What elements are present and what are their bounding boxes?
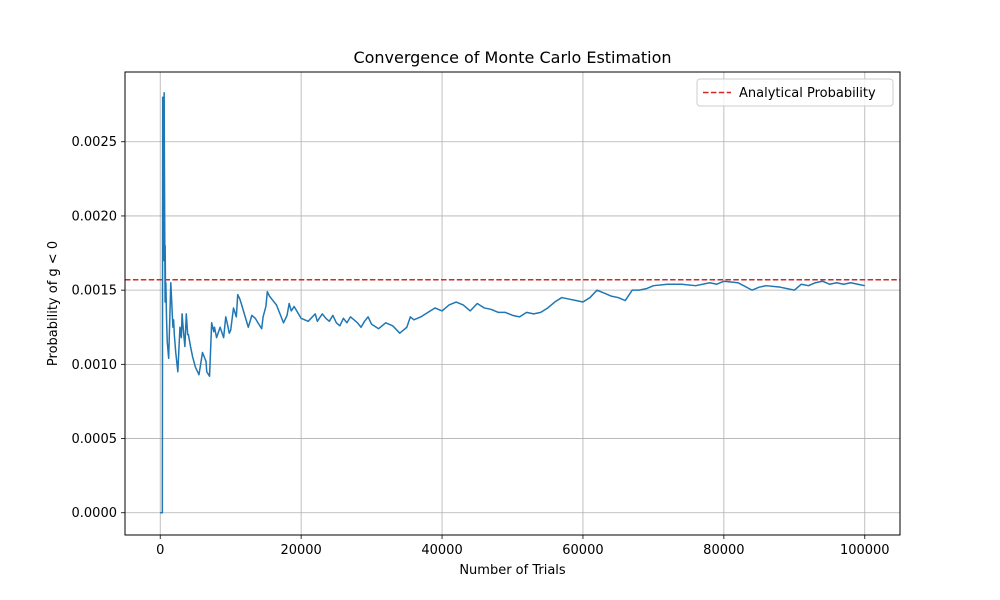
- x-tick-label: 0: [156, 543, 164, 558]
- estimate-series-line: [160, 92, 865, 514]
- series-layer: [160, 92, 865, 514]
- x-tick-label: 20000: [280, 543, 321, 558]
- y-tick-label: 0.0005: [72, 432, 118, 447]
- x-tick-label: 40000: [421, 543, 462, 558]
- y-tick-label: 0.0010: [72, 358, 118, 373]
- y-tick-label: 0.0000: [72, 506, 118, 521]
- x-axis-label: Number of Trials: [459, 563, 566, 578]
- x-tick-label: 60000: [562, 543, 603, 558]
- legend-label-analytical: Analytical Probability: [739, 86, 876, 101]
- x-axis-ticks: 0 20000 40000 60000 80000 100000: [156, 535, 890, 558]
- plot-frame: [124, 71, 901, 536]
- grid-lines: [125, 72, 900, 535]
- x-tick-label: 80000: [703, 543, 744, 558]
- y-tick-label: 0.0015: [72, 284, 118, 299]
- x-tick-label: 100000: [840, 543, 890, 558]
- y-axis-label: Probability of g < 0: [46, 241, 61, 366]
- legend-box: [696, 78, 894, 107]
- legend: Analytical Probability: [696, 78, 894, 107]
- y-tick-label: 0.0025: [72, 135, 118, 150]
- chart-title: Convergence of Monte Carlo Estimation: [353, 48, 671, 67]
- y-axis-ticks: 0.0000 0.0005 0.0010 0.0015 0.0020 0.0025: [72, 135, 125, 521]
- y-tick-label: 0.0020: [72, 209, 118, 224]
